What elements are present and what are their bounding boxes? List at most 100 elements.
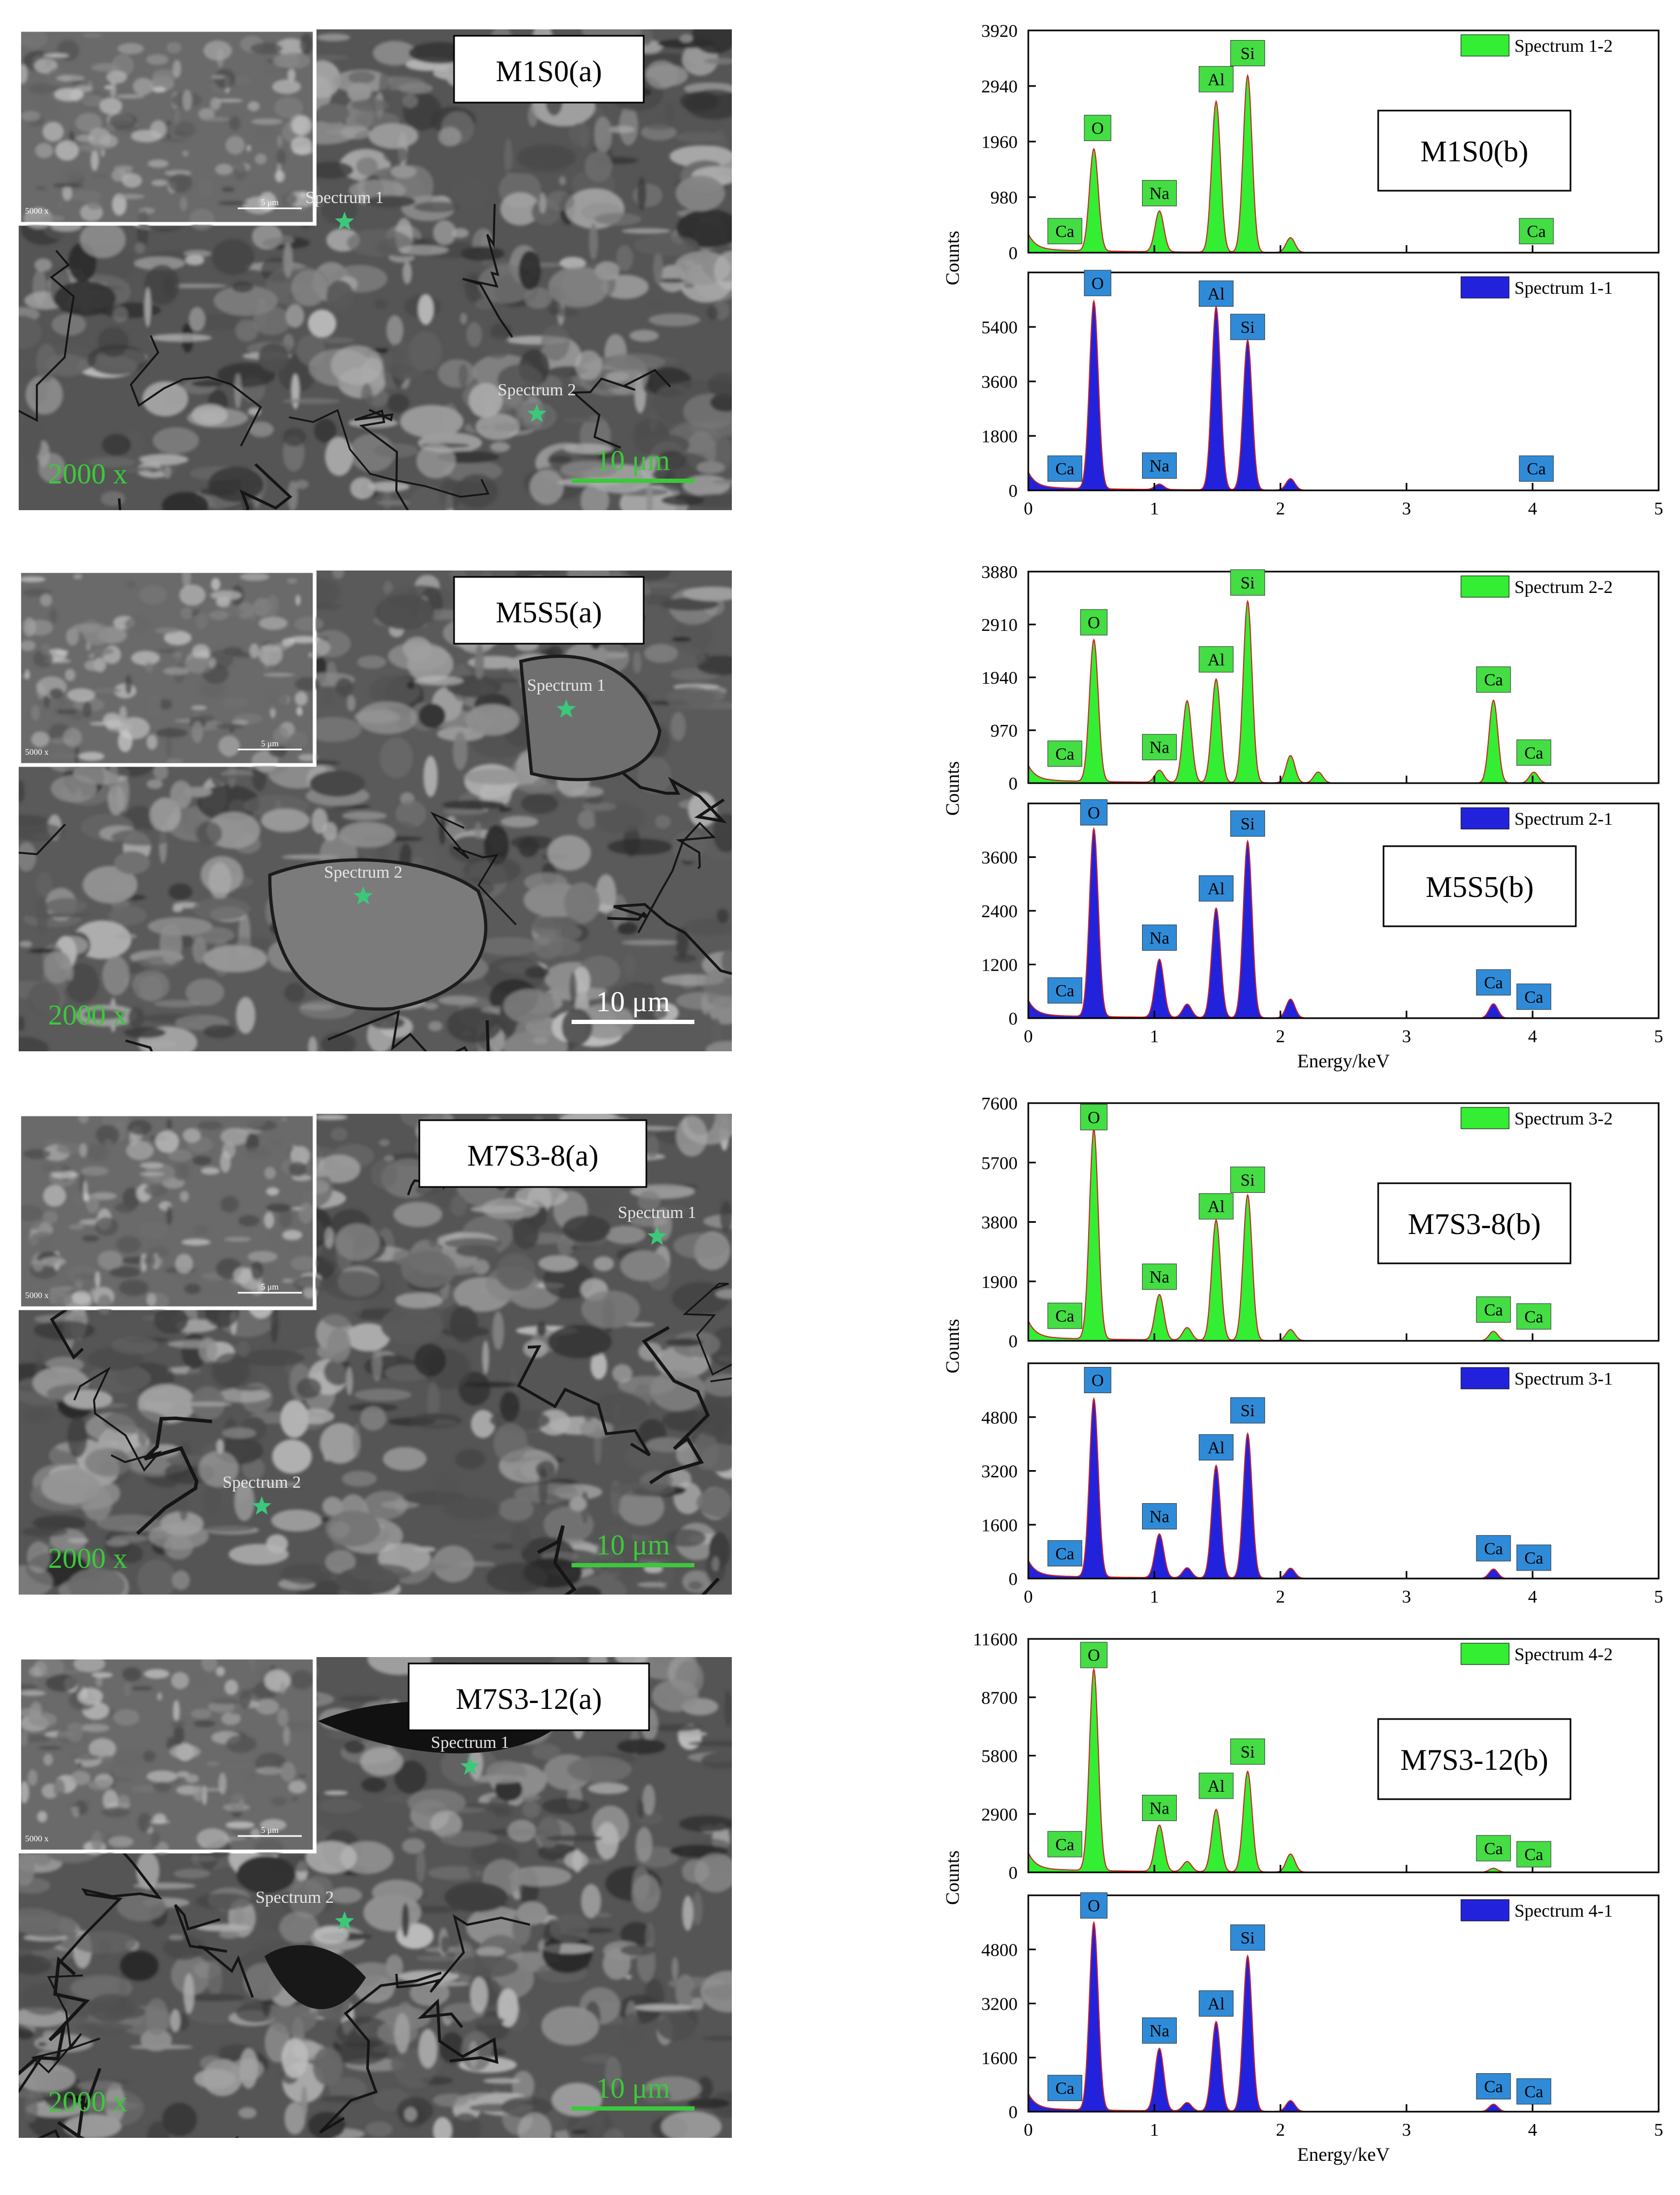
element-tag — [1230, 1738, 1265, 1765]
y-tick-label: 0 — [1009, 2103, 1018, 2122]
element-tag — [1476, 666, 1511, 693]
element-tag — [1516, 1544, 1551, 1571]
element-tag-label: Al — [1208, 284, 1225, 303]
axes-frame — [1027, 29, 1660, 254]
sem-image-2: 5000 x 5 μm M5S5(a) Spectrum 1 Spectrum 2 200… — [19, 571, 732, 1051]
y-tick-label: 5400 — [981, 318, 1018, 338]
element-tag — [1080, 609, 1108, 636]
y-tick-label: 3600 — [981, 372, 1018, 392]
element-tag — [1516, 2078, 1551, 2105]
element-tag-label: Ca — [1484, 2077, 1503, 2096]
element-tag-label: Ca — [1484, 973, 1503, 992]
element-tag — [1230, 1397, 1265, 1424]
crack — [19, 823, 66, 855]
glassy-gel-region — [519, 654, 662, 782]
element-tag-label: Ca — [1484, 1538, 1503, 1558]
x-tick-label: 3 — [1402, 1587, 1411, 1607]
element-tag — [1199, 66, 1234, 92]
magnification-label: 2000 x — [48, 999, 128, 1031]
x-tick-label: 5 — [1654, 1587, 1663, 1607]
y-tick-label: 1940 — [981, 668, 1018, 688]
element-tag-label: Al — [1208, 1994, 1225, 2013]
element-tag-label: Na — [1150, 1267, 1169, 1286]
legend-swatch — [1460, 276, 1510, 299]
crack — [129, 335, 262, 447]
element-tag-label: Ca — [1484, 670, 1503, 689]
element-tag-label: Ca — [1056, 1834, 1075, 1854]
element-tag — [1199, 1193, 1234, 1220]
spectrum-point-label: Spectrum 1 — [527, 675, 606, 694]
spectrum-line — [1028, 826, 1659, 1019]
element-tag-label: Ca — [1056, 1306, 1075, 1325]
y-tick-label: 0 — [1009, 1332, 1018, 1352]
x-tick-label: 1 — [1150, 1027, 1159, 1046]
chart-label: M7S3-12(b) — [1401, 1744, 1549, 1777]
chart-label-box — [1377, 1718, 1572, 1800]
element-tag — [1080, 1642, 1108, 1668]
x-tick-label: 0 — [1024, 2120, 1033, 2140]
element-tag-label: Ca — [1525, 2082, 1544, 2101]
legend-label: Spectrum 3-1 — [1514, 1369, 1613, 1389]
eds-upper-panel: 0 1900 3800 5700 7600 Counts Spectrum 3-2 Ca O Na… — [942, 1094, 1660, 1373]
y-tick-label: 1600 — [981, 2049, 1018, 2068]
crack — [58, 1832, 162, 1964]
legend-label: Spectrum 3-2 — [1514, 1109, 1613, 1129]
spectrum-point-marker — [353, 886, 373, 905]
element-tag — [1047, 1540, 1082, 1567]
spectrum-point-label: Spectrum 1 — [618, 1202, 697, 1222]
element-tag — [1476, 969, 1511, 996]
element-tag-label: Si — [1240, 1742, 1255, 1761]
crack — [288, 409, 490, 498]
sem-micrograph: 5000 x 5 μm M5S5(a) Spectrum 1 Spectrum 2 200… — [19, 571, 732, 1051]
crack — [642, 1326, 710, 1485]
spectrum-point-marker — [647, 1227, 667, 1245]
element-tag-label: Ca — [1525, 1307, 1544, 1326]
element-tag-label: Ca — [1484, 1839, 1503, 1858]
eds-upper-panel: 0 980 1960 2940 3920 Counts Spectrum 1-2 Ca O Na A… — [942, 21, 1660, 285]
spectrum-point-marker — [252, 1496, 272, 1515]
y-axis-label: Counts — [942, 1850, 963, 1905]
spectrum-point-label: Spectrum 2 — [324, 862, 403, 881]
crack — [637, 822, 716, 933]
element-tag — [1230, 569, 1265, 596]
element-tag-label: Ca — [1056, 744, 1075, 763]
element-tag — [1142, 452, 1177, 479]
y-tick-label: 0 — [1009, 1569, 1018, 1589]
spectrum-point-label: Spectrum 1 — [431, 1732, 510, 1752]
inset-magnification: 5000 x — [25, 1291, 49, 1300]
dark-pore — [264, 1945, 366, 2010]
legend-swatch — [1460, 807, 1510, 830]
scale-label: 10 μm — [596, 986, 670, 1018]
scale-label: 10 μm — [596, 1529, 670, 1561]
inset-border — [19, 571, 316, 766]
element-tag — [1047, 977, 1082, 1004]
y-tick-label: 0 — [1009, 481, 1018, 501]
element-tag — [1199, 280, 1234, 307]
crack — [19, 1956, 90, 2076]
x-tick-label: 4 — [1528, 1587, 1537, 1607]
crack — [327, 1010, 468, 1051]
spectrum-line — [1028, 1397, 1659, 1579]
y-tick-label: 0 — [1009, 244, 1018, 263]
x-tick-label: 3 — [1402, 499, 1411, 519]
crack — [57, 2068, 101, 2138]
scale-label: 10 μm — [596, 444, 670, 477]
crack — [73, 1366, 162, 1472]
element-tag-label: Ca — [1056, 222, 1075, 241]
element-tag-label: Ca — [1525, 1548, 1544, 1567]
eds-upper-panel: 0 2900 5800 8700 11600 Counts Spectrum 4-2 Ca O N… — [942, 1630, 1660, 1905]
x-tick-label: 0 — [1024, 1587, 1033, 1607]
element-tag — [1142, 180, 1177, 207]
x-tick-label: 2 — [1276, 1027, 1285, 1046]
crack — [517, 1345, 651, 1457]
element-tag — [1142, 734, 1177, 761]
element-tag-label: Ca — [1525, 1845, 1544, 1864]
crack — [136, 1416, 213, 1535]
element-tag — [1142, 1503, 1177, 1530]
y-tick-label: 0 — [1009, 1863, 1018, 1883]
element-tag-label: Ca — [1527, 222, 1546, 241]
inset-magnification: 5000 x — [25, 207, 49, 216]
element-tag — [1080, 799, 1108, 826]
eds-lower-panel: 0 1600 3200 4800 0 1 2 3 4 5 Spectrum 4-1 Ca O Na Al Si… — [981, 1892, 1663, 2140]
element-tag-label: Si — [1240, 573, 1255, 592]
